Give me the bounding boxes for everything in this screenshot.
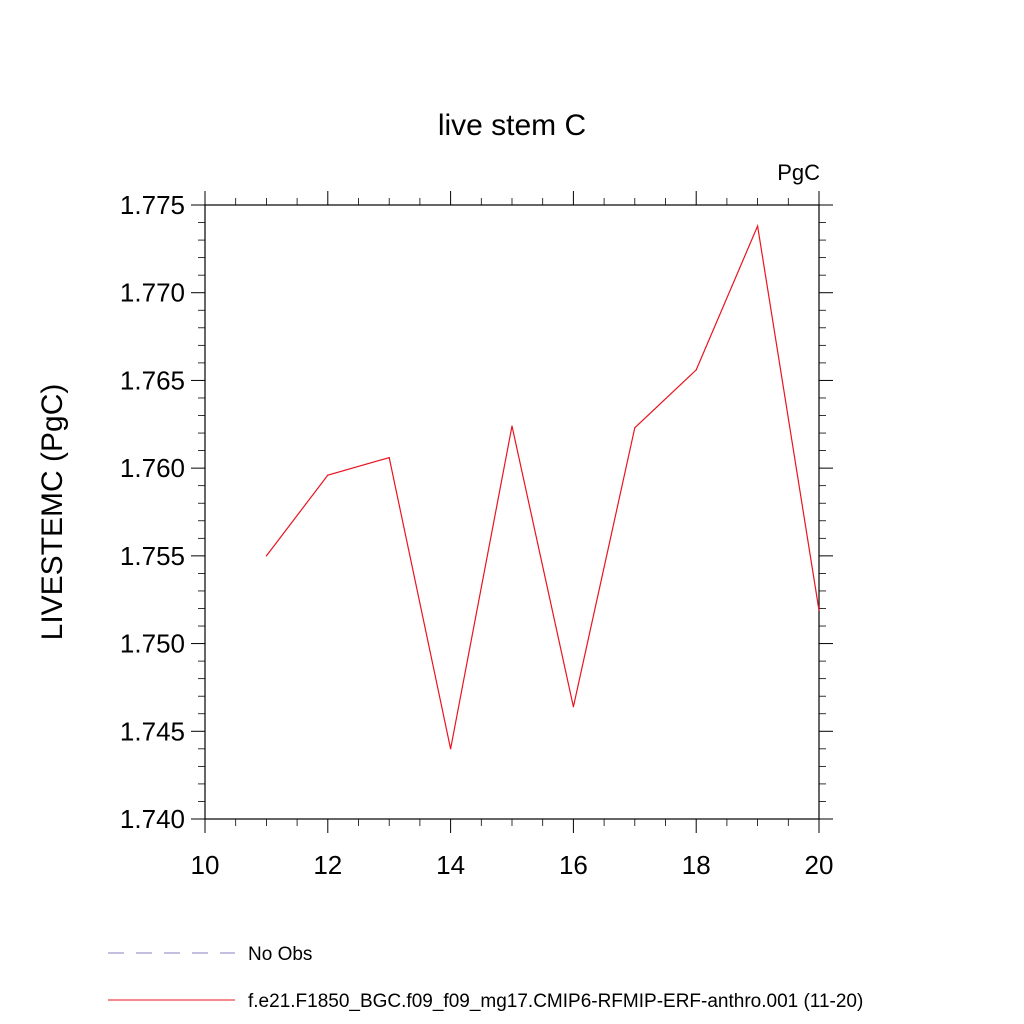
series-layer	[265, 223, 820, 750]
data-point	[818, 609, 820, 611]
y-tick-label: 1.745	[120, 716, 185, 746]
x-tick-label: 10	[191, 850, 220, 880]
y-tick-labels: 1.740 1.745 1.750 1.755 1.760 1.765 1.770 1.775	[120, 190, 185, 834]
x-tick-label: 14	[436, 850, 465, 880]
legend-label: No Obs	[248, 944, 312, 965]
y-tick-label: 1.765	[120, 365, 185, 395]
series-line	[265, 223, 820, 749]
minor-ticks	[198, 198, 826, 826]
data-point	[388, 457, 390, 459]
major-ticks	[191, 191, 833, 833]
data-point	[634, 427, 636, 429]
y-tick-label: 1.740	[120, 804, 185, 834]
y-tick-label: 1.755	[120, 541, 185, 571]
x-tick-label: 16	[559, 850, 588, 880]
data-point	[265, 555, 267, 557]
x-tick-label: 20	[805, 850, 834, 880]
data-point	[695, 369, 697, 371]
data-point	[327, 474, 329, 476]
units-label: PgC	[777, 160, 820, 185]
legend: No Obs f.e21.F1850_BGC.f09_f09_mg17.CMIP6…	[108, 944, 863, 1012]
data-point	[450, 748, 452, 750]
legend-item: f.e21.F1850_BGC.f09_f09_mg17.CMIP6-RFMIP…	[108, 991, 863, 1012]
data-point	[572, 706, 575, 708]
y-tick-label: 1.770	[120, 278, 185, 308]
y-tick-label: 1.750	[120, 629, 185, 659]
chart-title: live stem C	[438, 109, 586, 142]
y-tick-label: 1.760	[120, 453, 185, 483]
legend-label: f.e21.F1850_BGC.f09_f09_mg17.CMIP6-RFMIP…	[248, 991, 863, 1012]
x-tick-label: 18	[682, 850, 711, 880]
legend-item: No Obs	[108, 944, 312, 965]
y-tick-label: 1.775	[120, 190, 185, 220]
data-point	[511, 425, 513, 427]
x-tick-label: 12	[313, 850, 342, 880]
data-point	[757, 225, 759, 227]
y-axis-label: LIVESTEMC (PgC)	[36, 384, 69, 641]
x-tick-labels: 10 12 14 16 18 20	[191, 850, 834, 880]
